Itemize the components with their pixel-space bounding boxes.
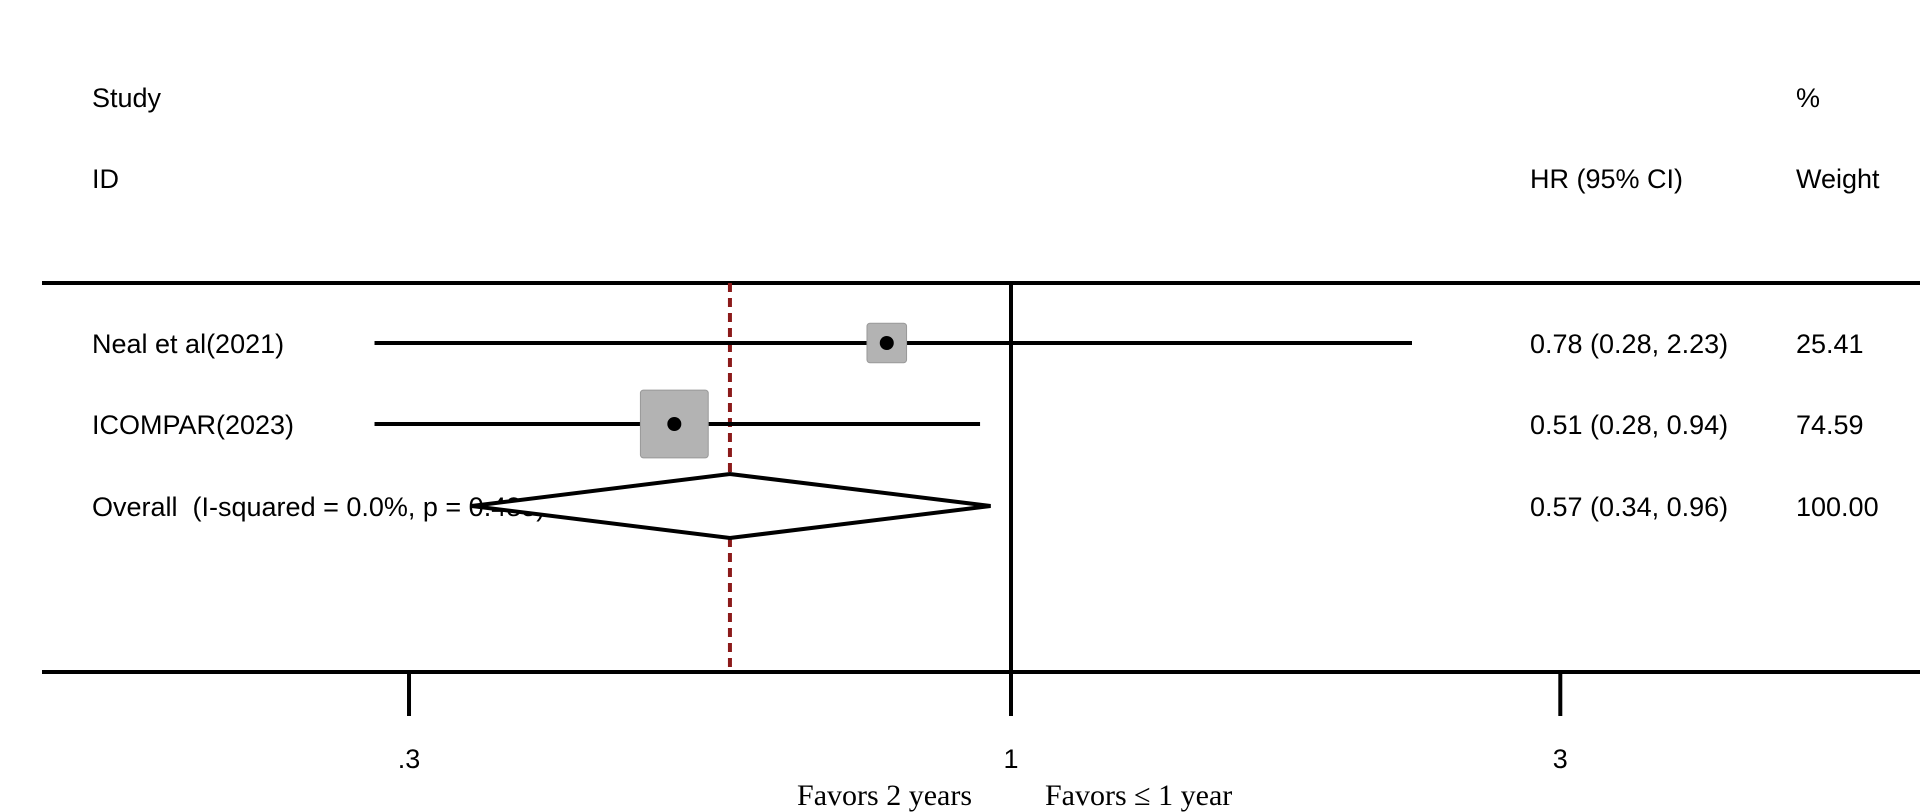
point-estimate [879,336,894,350]
study-row: ICOMPAR(2023) 0.51 (0.28, 0.94) 74.59 [92,389,1864,459]
favors-right-label: Favors ≤ 1 year [1045,779,1232,812]
x-tick-label: .3 [398,744,421,774]
header-id: ID [92,164,119,194]
overall-diamond [471,471,991,541]
favors-left-label: Favors 2 years [797,779,972,812]
overall-label: Overall (I-squared = 0.0%, p = 0.488) [92,492,545,522]
point-estimate [667,417,682,431]
x-tick-label: 1 [1003,744,1018,774]
header-weight: Weight [1796,164,1880,194]
header-hr: HR (95% CI) [1530,164,1683,194]
overall-weight-value: 100.00 [1796,492,1879,522]
weight-value: 74.59 [1796,410,1864,440]
study-label: Neal et al(2021) [92,329,284,359]
hr-ci-value: 0.51 (0.28, 0.94) [1530,410,1728,440]
header-study: Study [92,83,162,113]
study-row: Neal et al(2021) 0.78 (0.28, 2.23) 25.41 [92,322,1864,364]
study-label: ICOMPAR(2023) [92,410,294,440]
overall-hr-ci-value: 0.57 (0.34, 0.96) [1530,492,1728,522]
x-axis: .3 1 3 [398,672,1568,774]
weight-value: 25.41 [1796,329,1864,359]
hr-ci-value: 0.78 (0.28, 2.23) [1530,329,1728,359]
header-percent: % [1796,83,1820,113]
overall-row: Overall (I-squared = 0.0%, p = 0.488) 0.… [92,471,1879,541]
x-tick-label: 3 [1553,744,1568,774]
